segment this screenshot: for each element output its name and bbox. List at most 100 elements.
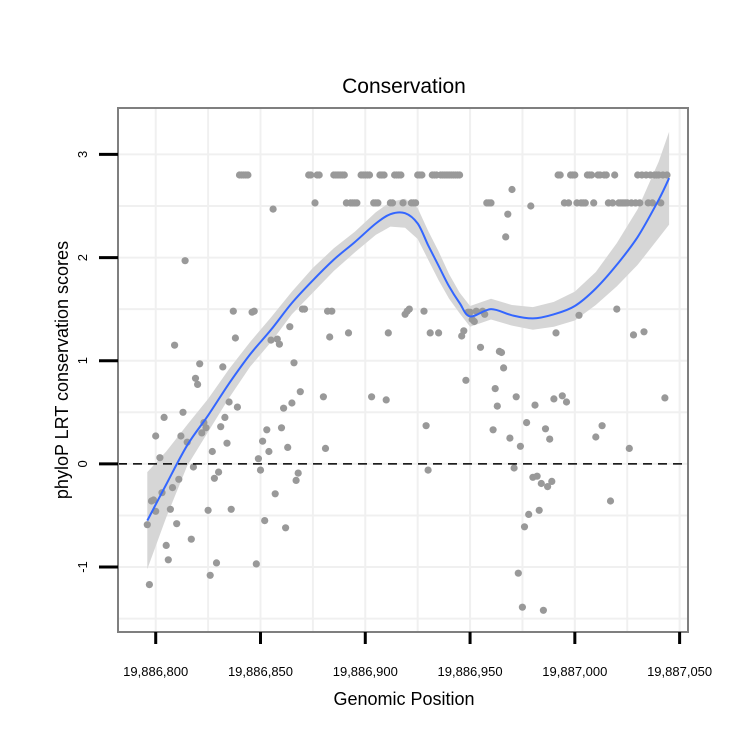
y-tick-label: 3 [75, 151, 90, 158]
data-point [261, 517, 269, 525]
data-point [412, 199, 420, 207]
data-point [250, 307, 258, 315]
data-point [613, 305, 621, 313]
data-point [625, 444, 633, 452]
data-point [219, 363, 227, 371]
data-point [160, 413, 168, 421]
data-point [531, 401, 539, 409]
data-point [581, 199, 589, 207]
data-point [606, 497, 615, 505]
data-point [518, 603, 527, 611]
data-point [217, 423, 225, 431]
data-point [227, 505, 235, 513]
data-point [259, 437, 267, 445]
x-tick-label: 19,886,900 [333, 664, 398, 679]
data-point [286, 323, 294, 331]
data-point [189, 463, 197, 471]
x-tick-label: 19,886,950 [438, 664, 503, 679]
data-point [491, 385, 499, 393]
data-point [506, 434, 514, 442]
data-point [344, 329, 353, 337]
data-point [290, 359, 298, 367]
data-point [288, 399, 296, 407]
data-point [388, 199, 397, 207]
data-point [493, 402, 501, 410]
chart-title: Conservation [342, 75, 466, 98]
data-point [456, 171, 464, 179]
data-point [150, 496, 158, 504]
data-point [512, 393, 520, 401]
y-axis-label: phyloP LRT conservation scores [52, 241, 72, 499]
data-point [592, 433, 600, 441]
data-point [420, 307, 428, 315]
data-point [231, 334, 239, 342]
data-point [368, 393, 376, 401]
data-point [504, 210, 512, 218]
data-point [319, 393, 327, 401]
y-tick-label: 2 [75, 254, 90, 261]
data-point [143, 521, 151, 529]
confidence-band-layer [147, 131, 670, 570]
data-point [462, 376, 470, 384]
data-point [204, 506, 212, 514]
data-point [609, 199, 617, 207]
data-point [202, 424, 210, 432]
data-point [384, 329, 392, 337]
data-point [296, 388, 304, 396]
data-point [321, 444, 330, 452]
data-point [280, 404, 288, 412]
data-point [229, 307, 237, 315]
data-point [284, 443, 292, 451]
data-point [590, 199, 598, 207]
data-point [292, 476, 300, 484]
data-point [206, 571, 214, 579]
data-point [164, 556, 172, 564]
x-tick-label: 19,886,800 [123, 664, 188, 679]
data-point [546, 435, 554, 443]
data-point [502, 233, 510, 241]
data-point [661, 394, 669, 402]
data-point [282, 524, 290, 532]
data-point [550, 395, 558, 403]
data-point [562, 398, 571, 406]
data-point [424, 466, 432, 474]
data-point [476, 343, 485, 351]
data-point [514, 569, 522, 577]
plot-panel [118, 108, 688, 632]
data-point [523, 419, 531, 427]
data-point [271, 490, 279, 498]
data-point [177, 432, 185, 440]
data-point [489, 426, 497, 434]
data-point [215, 468, 223, 476]
data-point [602, 171, 610, 179]
data-point [171, 341, 179, 349]
data-point [277, 424, 286, 432]
data-point [221, 413, 229, 421]
data-point [500, 364, 508, 372]
data-point [210, 474, 218, 482]
data-point [254, 455, 262, 463]
data-point [365, 171, 374, 179]
data-point [196, 360, 204, 368]
data-point [508, 185, 516, 194]
data-point [588, 171, 596, 179]
x-axis-label: Genomic Position [333, 689, 474, 709]
data-point [311, 199, 319, 207]
data-point [162, 541, 170, 550]
x-tick-label: 19,887,050 [647, 664, 712, 679]
scatter-points [143, 171, 671, 614]
data-point [541, 425, 550, 433]
data-point [263, 426, 271, 434]
data-point [435, 329, 443, 337]
data-point [208, 447, 216, 456]
data-point [611, 171, 619, 179]
data-point [168, 484, 177, 492]
data-point [629, 331, 638, 339]
data-point [556, 171, 564, 179]
data-point [181, 257, 189, 265]
data-point [198, 429, 206, 437]
data-point [527, 202, 535, 210]
y-tick-label: 1 [75, 357, 90, 364]
data-point [233, 403, 241, 411]
